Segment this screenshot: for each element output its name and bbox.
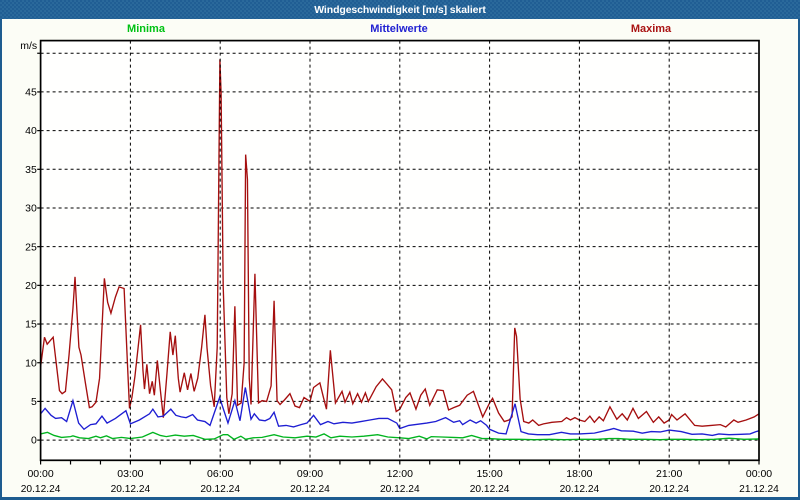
plot-frame — [39, 39, 760, 462]
chart-legend: Minima Mittelwerte Maxima — [0, 23, 800, 37]
y-axis-label-40: 40 — [25, 125, 37, 137]
y-axis-label-5: 5 — [31, 396, 37, 408]
x-axis-time-label-h24: 00:00 — [746, 468, 772, 480]
x-axis-time-label-h0: 00:00 — [27, 468, 53, 480]
window-titlebar: Windgeschwindigkeit [m/s] skaliert — [0, 0, 800, 19]
legend-item-minima: Minima — [127, 23, 165, 35]
x-axis-time-label-h9: 09:00 — [297, 468, 323, 480]
series-mittelwerte — [40, 387, 760, 437]
y-axis-label-45: 45 — [25, 87, 37, 99]
series-maxima — [39, 59, 760, 428]
x-axis-date-label-h12: 20.12.24 — [380, 484, 420, 495]
x-axis-time-label-h18: 18:00 — [566, 468, 592, 480]
y-axis-label-10: 10 — [25, 357, 37, 369]
x-axis-time-label-h6: 06:00 — [207, 468, 233, 480]
y-axis-label-15: 15 — [25, 319, 37, 331]
x-axis-date-label-h6: 20.12.24 — [200, 484, 240, 495]
x-axis-date-label-h3: 20.12.24 — [111, 484, 151, 495]
x-axis-date-label-h24: 21.12.24 — [739, 484, 779, 495]
legend-item-maxima: Maxima — [630, 23, 672, 35]
y-axis-label-20: 20 — [25, 280, 37, 292]
y-axis-label-25: 25 — [25, 241, 37, 253]
y-axis-unit-label: m/s — [20, 40, 37, 52]
x-axis-time-label-h15: 15:00 — [476, 468, 502, 480]
x-axis-time-label-h21: 21:00 — [656, 468, 682, 480]
legend-item-mittelwerte: Mittelwerte — [370, 23, 428, 35]
window-border-right — [798, 19, 800, 500]
x-axis-date-label-h9: 20.12.24 — [290, 484, 330, 495]
x-axis-time-label-h3: 03:00 — [117, 468, 143, 480]
x-axis-date-label-h18: 20.12.24 — [560, 484, 600, 495]
y-axis-label-0: 0 — [31, 435, 37, 447]
y-axis-label-35: 35 — [25, 164, 37, 176]
series-minima — [40, 431, 760, 441]
x-axis-date-label-h15: 20.12.24 — [470, 484, 510, 495]
window-border-left — [0, 19, 2, 500]
y-axis-label-30: 30 — [25, 203, 37, 215]
window-title: Windgeschwindigkeit [m/s] skaliert — [314, 4, 486, 16]
window-border-bottom — [0, 497, 800, 500]
x-axis-date-label-h21: 20.12.24 — [649, 484, 689, 495]
x-axis-time-label-h12: 12:00 — [387, 468, 413, 480]
x-axis-date-label-h0: 20.12.24 — [21, 484, 61, 495]
